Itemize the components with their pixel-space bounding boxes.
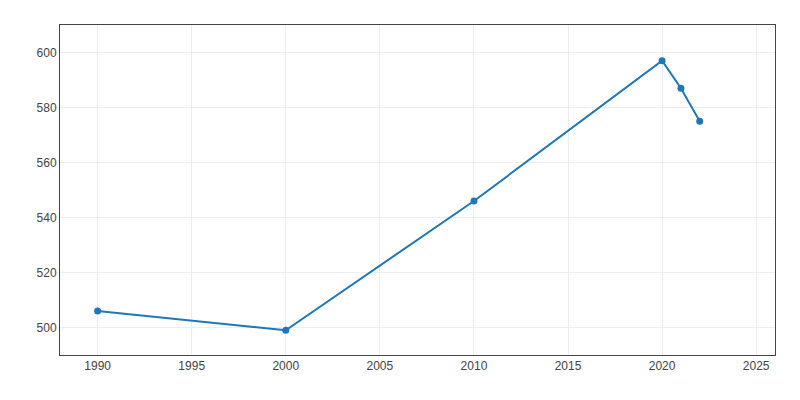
svg-text:2010: 2010 bbox=[461, 359, 488, 373]
svg-text:1995: 1995 bbox=[178, 359, 205, 373]
svg-text:2005: 2005 bbox=[367, 359, 394, 373]
svg-text:2015: 2015 bbox=[555, 359, 582, 373]
svg-text:2020: 2020 bbox=[649, 359, 676, 373]
svg-text:540: 540 bbox=[37, 211, 57, 225]
svg-text:2025: 2025 bbox=[743, 359, 770, 373]
svg-text:1990: 1990 bbox=[84, 359, 111, 373]
svg-text:2000: 2000 bbox=[272, 359, 299, 373]
svg-text:500: 500 bbox=[37, 321, 57, 335]
svg-text:600: 600 bbox=[37, 46, 57, 60]
svg-text:520: 520 bbox=[37, 266, 57, 280]
svg-text:580: 580 bbox=[37, 101, 57, 115]
svg-text:560: 560 bbox=[37, 156, 57, 170]
